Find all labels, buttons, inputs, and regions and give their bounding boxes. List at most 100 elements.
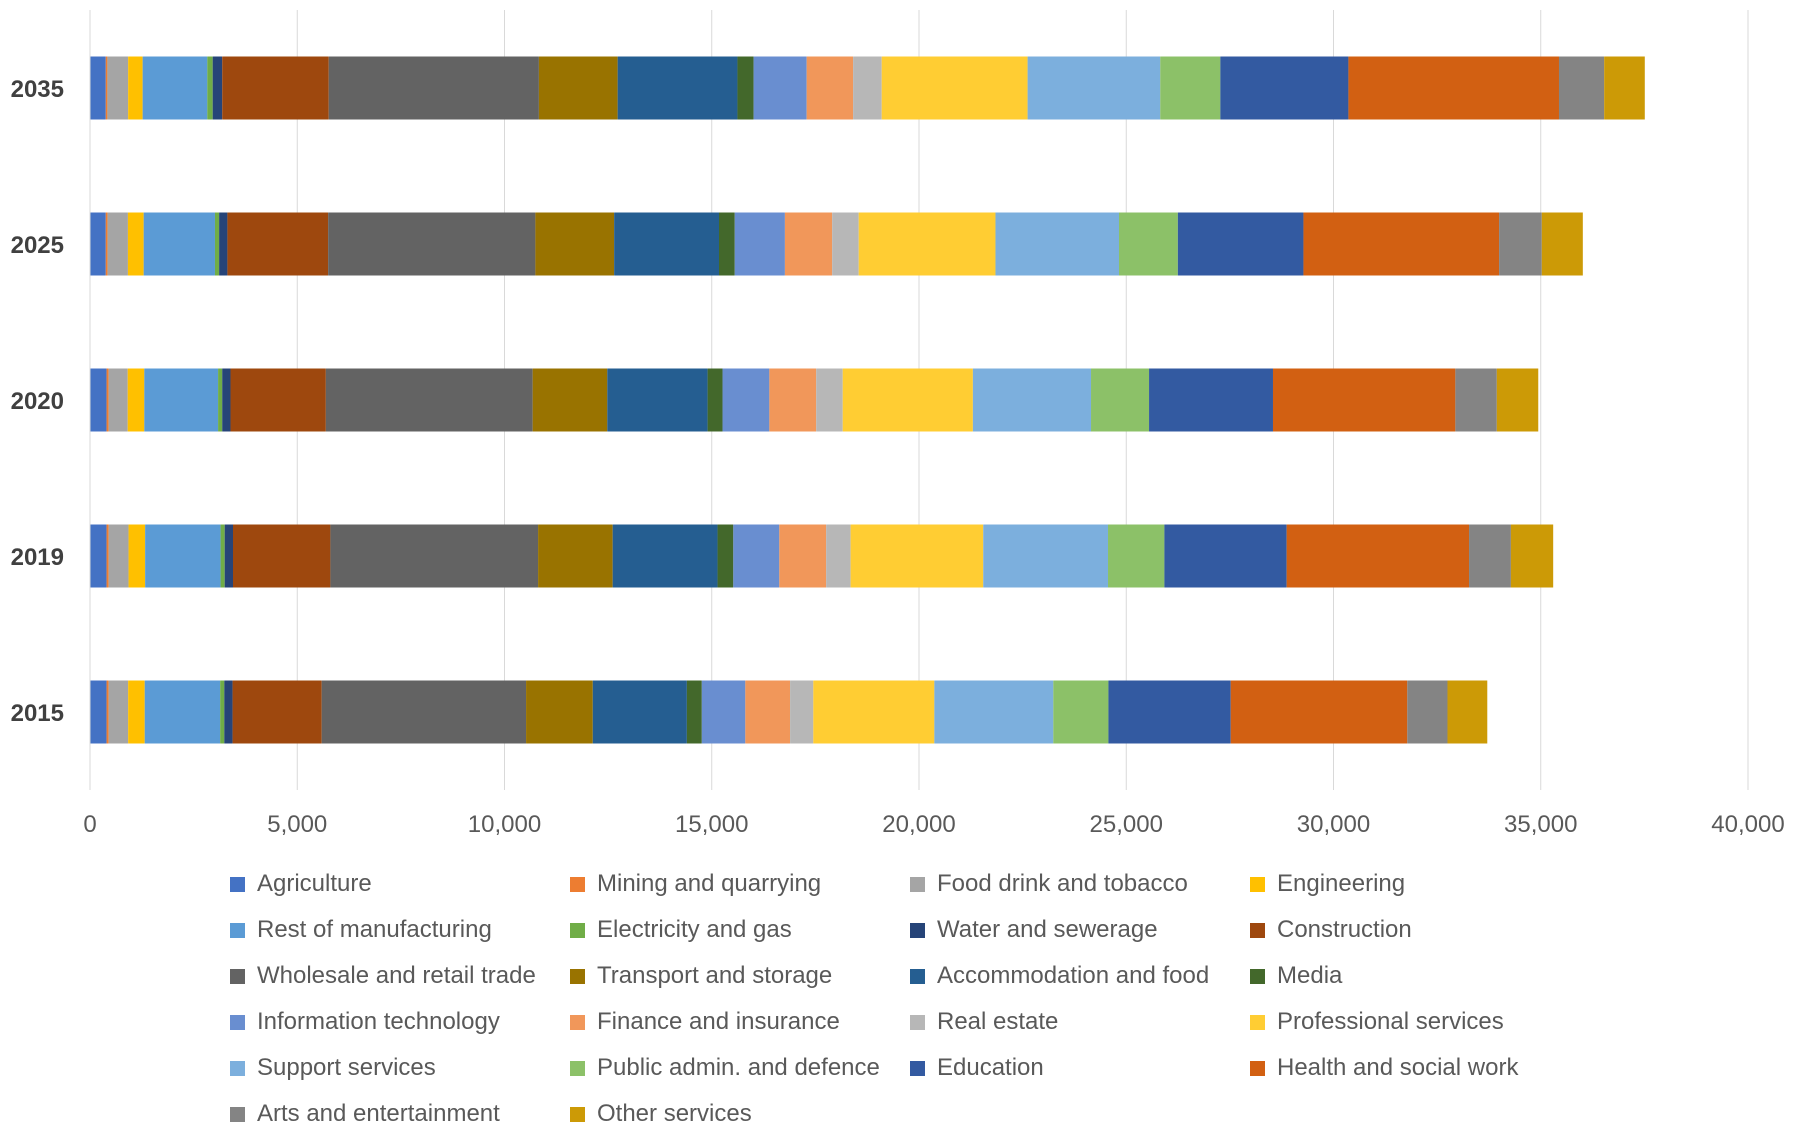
- legend-item-mining-and-quarrying: Mining and quarrying: [570, 864, 821, 904]
- segment-accommodation-and-food-2025: [614, 212, 720, 276]
- legend-item-public-admin-and-defence: Public admin. and defence: [570, 1048, 880, 1088]
- bar-2019: [90, 524, 1554, 588]
- legend-swatch: [570, 1014, 585, 1030]
- bars: [90, 56, 1645, 744]
- segment-real-estate-2035: [853, 56, 882, 120]
- segment-food-drink-and-tobacco-2025: [107, 212, 128, 276]
- segment-health-and-social-work-2015: [1230, 680, 1408, 744]
- bar-2025: [90, 212, 1583, 276]
- segment-agriculture-2015: [90, 680, 107, 744]
- legend-item-agriculture: Agriculture: [230, 864, 372, 904]
- segment-construction-2020: [230, 368, 326, 432]
- legend-swatch: [570, 968, 585, 984]
- segment-water-and-sewerage-2035: [212, 56, 223, 120]
- legend-label: Construction: [1277, 916, 1412, 943]
- segment-agriculture-2019: [90, 524, 107, 588]
- legend-label: Food drink and tobacco: [937, 870, 1188, 897]
- segment-food-drink-and-tobacco-2015: [108, 680, 129, 744]
- legend-label: Support services: [257, 1054, 436, 1081]
- segment-real-estate-2019: [826, 524, 851, 588]
- segment-real-estate-2015: [790, 680, 814, 744]
- x-tick-label: 40,000: [1711, 811, 1784, 838]
- segment-engineering-2015: [128, 680, 145, 744]
- x-tick-label: 15,000: [675, 811, 748, 838]
- segment-arts-and-entertainment-2020: [1455, 368, 1497, 432]
- legend-label: Accommodation and food: [937, 962, 1210, 989]
- segment-wholesale-and-retail-trade-2019: [330, 524, 539, 588]
- legend-swatch: [910, 922, 925, 938]
- segment-media-2020: [707, 368, 723, 432]
- segment-water-and-sewerage-2019: [224, 524, 234, 588]
- segment-accommodation-and-food-2035: [617, 56, 738, 120]
- segment-information-technology-2020: [722, 368, 770, 432]
- segment-public-admin-and-defence-2025: [1118, 212, 1178, 276]
- segment-public-admin-and-defence-2035: [1160, 56, 1221, 120]
- segment-other-services-2015: [1447, 680, 1488, 744]
- legend-swatch: [230, 968, 245, 984]
- y-tick-label: 2020: [11, 388, 64, 415]
- segment-food-drink-and-tobacco-2035: [107, 56, 129, 120]
- segment-rest-of-manufacturing-2015: [144, 680, 221, 744]
- legend-swatch: [1250, 1060, 1265, 1076]
- segment-agriculture-2020: [90, 368, 107, 432]
- y-tick-label: 2025: [11, 232, 64, 259]
- segment-mining-and-quarrying-2025: [105, 212, 108, 276]
- segment-information-technology-2019: [733, 524, 780, 588]
- legend-swatch: [230, 1106, 245, 1122]
- segment-engineering-2035: [128, 56, 143, 120]
- legend-item-construction: Construction: [1250, 910, 1412, 950]
- legend-label: Electricity and gas: [597, 916, 792, 943]
- legend-item-health-and-social-work: Health and social work: [1250, 1048, 1518, 1088]
- legend-label: Transport and storage: [597, 962, 833, 989]
- legend-swatch: [1250, 968, 1265, 984]
- legend-swatch: [910, 968, 925, 984]
- legend-swatch: [230, 1060, 245, 1076]
- segment-support-services-2025: [995, 212, 1119, 276]
- segment-food-drink-and-tobacco-2020: [108, 368, 128, 432]
- legend-label: Engineering: [1277, 870, 1406, 897]
- segment-transport-and-storage-2020: [532, 368, 608, 432]
- legend-label: Arts and entertainment: [257, 1100, 500, 1127]
- segment-rest-of-manufacturing-2025: [143, 212, 215, 276]
- segment-transport-and-storage-2025: [535, 212, 615, 276]
- legend-swatch: [910, 1060, 925, 1076]
- segment-finance-and-insurance-2035: [806, 56, 854, 120]
- segment-accommodation-and-food-2019: [612, 524, 718, 588]
- x-tick-label: 5,000: [267, 811, 327, 838]
- segment-wholesale-and-retail-trade-2015: [321, 680, 527, 744]
- segment-information-technology-2015: [701, 680, 746, 744]
- segment-support-services-2035: [1027, 56, 1161, 120]
- segment-mining-and-quarrying-2035: [105, 56, 108, 120]
- legend-item-water-and-sewerage: Water and sewerage: [910, 910, 1158, 950]
- segment-other-services-2020: [1496, 368, 1539, 432]
- segment-construction-2015: [232, 680, 322, 744]
- segment-public-admin-and-defence-2015: [1053, 680, 1109, 744]
- legend-swatch: [230, 922, 245, 938]
- legend-item-food-drink-and-tobacco: Food drink and tobacco: [910, 864, 1188, 904]
- segment-support-services-2020: [972, 368, 1092, 432]
- bar-2015: [90, 680, 1488, 744]
- bar-2035: [90, 56, 1645, 120]
- bar-2020: [90, 368, 1539, 432]
- segment-real-estate-2025: [832, 212, 859, 276]
- legend-swatch: [1250, 922, 1265, 938]
- segment-education-2019: [1164, 524, 1287, 588]
- segment-water-and-sewerage-2025: [219, 212, 228, 276]
- segment-media-2015: [686, 680, 702, 744]
- segment-water-and-sewerage-2020: [222, 368, 231, 432]
- segment-media-2019: [717, 524, 734, 588]
- x-tick-label: 0: [83, 811, 96, 838]
- legend-item-electricity-and-gas: Electricity and gas: [570, 910, 792, 950]
- segment-electricity-and-gas-2035: [207, 56, 213, 120]
- legend-item-finance-and-insurance: Finance and insurance: [570, 1002, 840, 1042]
- segment-transport-and-storage-2015: [526, 680, 593, 744]
- legend-swatch: [910, 1014, 925, 1030]
- segment-education-2015: [1108, 680, 1231, 744]
- segment-professional-services-2035: [881, 56, 1028, 120]
- segment-other-services-2025: [1541, 212, 1583, 276]
- segment-accommodation-and-food-2015: [592, 680, 687, 744]
- x-tick-label: 25,000: [1090, 811, 1163, 838]
- segment-wholesale-and-retail-trade-2020: [325, 368, 533, 432]
- segment-information-technology-2035: [753, 56, 807, 120]
